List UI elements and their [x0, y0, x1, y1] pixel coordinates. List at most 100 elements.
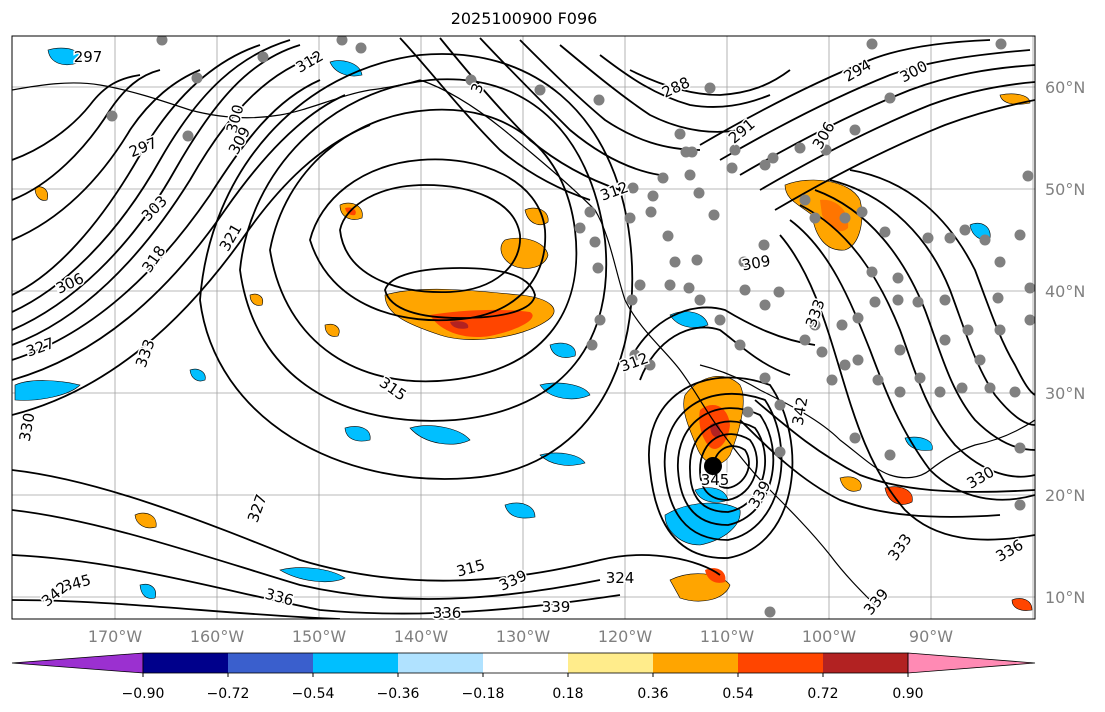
station-dot [939, 334, 951, 346]
contour-label: 339 [542, 598, 571, 616]
station-dot [336, 36, 348, 46]
station-dot [759, 159, 771, 171]
station-dot [974, 354, 986, 366]
station-dot [962, 324, 974, 336]
station-dot [629, 349, 641, 361]
lon-label-130w: 130°W [496, 627, 551, 646]
lon-label-160w: 160°W [190, 627, 245, 646]
station-dot [979, 234, 991, 246]
station-dot [592, 262, 604, 274]
station-dot [674, 128, 686, 140]
station-dot [773, 286, 785, 298]
station-dot [816, 346, 828, 358]
station-dot [912, 296, 924, 308]
station-dot [884, 449, 896, 461]
shade-darkred-central [450, 321, 469, 329]
colorbar-ticks: −0.90 −0.72 −0.54 −0.36 −0.18 0.18 0.36 0.54 0.7… [122, 673, 924, 702]
station-dot [774, 399, 786, 411]
station-dot [852, 354, 864, 366]
contour-label: 345 [61, 571, 93, 596]
station-dot [869, 296, 881, 308]
station-dot [809, 212, 821, 224]
station-dot [774, 446, 786, 458]
shade-orange-ne [500, 237, 549, 269]
station-dot [866, 38, 878, 50]
station-dot [994, 324, 1006, 336]
longitude-axis: 170°W 160°W 150°W 140°W 130°W 120°W 110°… [88, 627, 953, 646]
colorbar-tick-label: −0.72 [207, 686, 250, 702]
colorbar-tick-label: −0.54 [292, 686, 335, 702]
colorbar [11, 652, 1036, 674]
station-dot [892, 294, 904, 306]
lon-label-150w: 150°W [292, 627, 347, 646]
lon-label-120w: 120°W [598, 627, 653, 646]
station-dot [939, 294, 951, 306]
station-dot [995, 38, 1007, 50]
contour-label: 297 [74, 48, 103, 66]
station-dot [738, 256, 750, 268]
station-dot [662, 230, 674, 242]
colorbar-segment [398, 653, 483, 673]
station-dot [799, 334, 811, 346]
colorbar-segment [313, 653, 398, 673]
lon-label-170w: 170°W [88, 627, 143, 646]
station-dot [839, 359, 851, 371]
station-dot [742, 406, 754, 418]
station-dot [534, 84, 546, 96]
station-dot [884, 92, 896, 104]
contour-label: 324 [606, 569, 635, 587]
station-dot [686, 146, 698, 158]
station-dot [956, 382, 968, 394]
station-dot [355, 42, 367, 54]
station-dot [944, 232, 956, 244]
station-dot [994, 256, 1006, 268]
lat-label-30n: 30°N [1045, 384, 1085, 403]
station-dot [1009, 386, 1021, 398]
station-dot [691, 254, 703, 266]
station-dot [693, 187, 705, 199]
station-dot [984, 382, 996, 394]
station-dot [879, 226, 891, 238]
station-dot [465, 74, 477, 86]
station-dot [584, 206, 596, 218]
lat-label-20n: 20°N [1045, 486, 1085, 505]
map-frame [11, 35, 1036, 620]
station-dot [669, 256, 681, 268]
colorbar-segment [228, 653, 313, 673]
station-dot [839, 212, 851, 224]
station-dot [826, 374, 838, 386]
lon-label-110w: 110°W [700, 627, 755, 646]
station-dot [708, 209, 720, 221]
colorbar-frame [142, 652, 909, 674]
station-dot [704, 82, 716, 94]
station-dot [586, 339, 598, 351]
station-dot [647, 190, 659, 202]
contour-label: 336 [433, 604, 462, 622]
station-dot [934, 386, 946, 398]
storm-center-marker [704, 457, 722, 475]
colorbar-extend-high [907, 652, 1036, 674]
station-dot [694, 294, 706, 306]
lon-label-140w: 140°W [394, 627, 449, 646]
colorbar-tick-label: 0.18 [552, 686, 583, 702]
colorbar-segment [568, 653, 653, 673]
lat-label-60n: 60°N [1045, 78, 1085, 97]
station-dot [849, 432, 861, 444]
station-dot [1014, 499, 1026, 511]
station-dot [664, 279, 676, 291]
station-dot [645, 206, 657, 218]
station-dot [734, 339, 746, 351]
station-dots [106, 36, 1035, 618]
map-title: 2025100900 F096 [450, 9, 598, 28]
station-dot [767, 152, 779, 164]
colorbar-tick-label: 0.90 [892, 686, 923, 702]
station-dot [894, 386, 906, 398]
coastline [12, 79, 1035, 606]
station-dot [836, 319, 848, 331]
station-dot [914, 372, 926, 384]
station-dot [759, 299, 771, 311]
colorbar-segment [823, 653, 908, 673]
colorbar-tick-label: 0.72 [807, 686, 838, 702]
station-dot [1024, 314, 1035, 326]
